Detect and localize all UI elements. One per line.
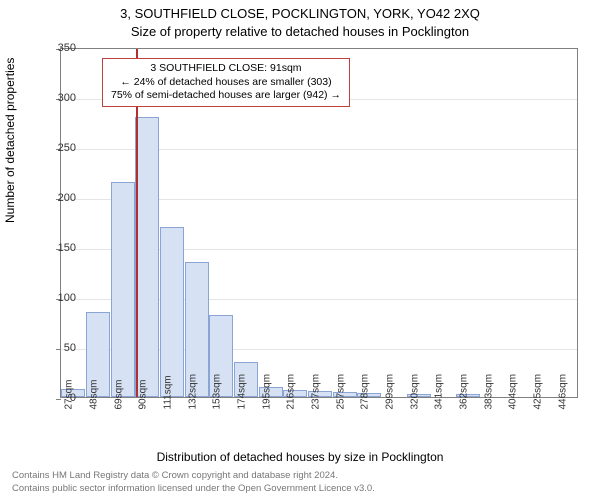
x-axis-label: Distribution of detached houses by size … [0, 450, 600, 464]
footer-line2: Contains public sector information licen… [12, 483, 375, 494]
y-axis-label: Number of detached properties [3, 58, 17, 223]
annotation-line1: 3 SOUTHFIELD CLOSE: 91sqm [111, 62, 341, 76]
chart-title-line2: Size of property relative to detached ho… [0, 24, 600, 39]
histogram-bar [135, 117, 159, 397]
ytick-label: 50 [36, 342, 76, 354]
chart-container: 3, SOUTHFIELD CLOSE, POCKLINGTON, YORK, … [0, 0, 600, 500]
histogram-bar [111, 182, 135, 397]
ytick-label: 100 [36, 292, 76, 304]
ytick-label: 300 [36, 92, 76, 104]
ytick-label: 250 [36, 142, 76, 154]
annotation-line2: ← 24% of detached houses are smaller (30… [111, 76, 341, 90]
ytick-label: 200 [36, 192, 76, 204]
ytick-label: 350 [36, 42, 76, 54]
histogram-bar [160, 227, 184, 397]
ytick-label: 150 [36, 242, 76, 254]
annotation-box: 3 SOUTHFIELD CLOSE: 91sqm ← 24% of detac… [102, 58, 350, 107]
annotation-line3: 75% of semi-detached houses are larger (… [111, 89, 341, 103]
chart-title-line1: 3, SOUTHFIELD CLOSE, POCKLINGTON, YORK, … [0, 6, 600, 21]
footer-line1: Contains HM Land Registry data © Crown c… [12, 470, 338, 481]
